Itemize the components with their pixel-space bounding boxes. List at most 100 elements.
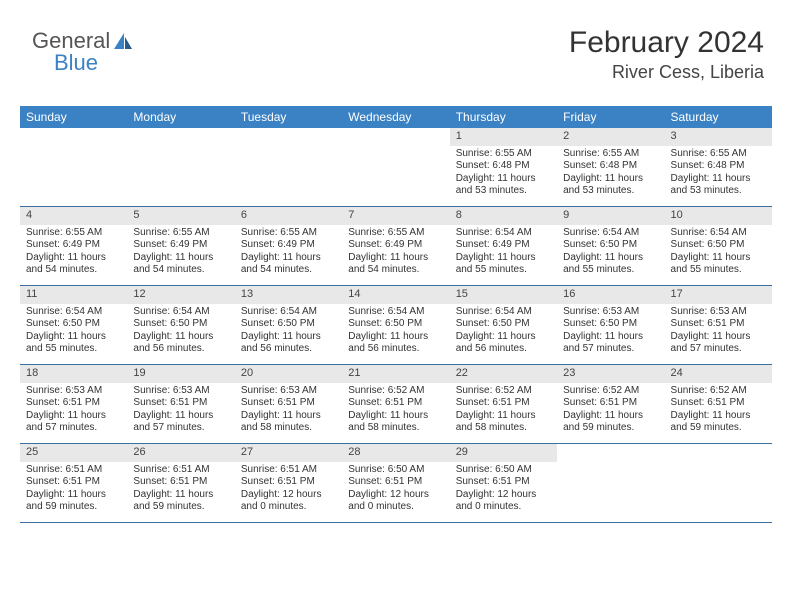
day-cell xyxy=(342,128,449,206)
day-cell: 13Sunrise: 6:54 AMSunset: 6:50 PMDayligh… xyxy=(235,286,342,364)
week-row: 1Sunrise: 6:55 AMSunset: 6:48 PMDaylight… xyxy=(20,128,772,207)
day-line: and 58 minutes. xyxy=(348,422,443,435)
logo-text-blue: Blue xyxy=(54,50,98,76)
day-line: Sunrise: 6:54 AM xyxy=(671,227,766,240)
day-line: Daylight: 11 hours xyxy=(563,331,658,344)
day-number: 6 xyxy=(235,207,342,225)
location-label: River Cess, Liberia xyxy=(569,62,764,83)
day-line: Daylight: 11 hours xyxy=(241,331,336,344)
day-line: and 54 minutes. xyxy=(241,264,336,277)
day-line: Daylight: 11 hours xyxy=(348,410,443,423)
day-cell: 9Sunrise: 6:54 AMSunset: 6:50 PMDaylight… xyxy=(557,207,664,285)
day-line: and 57 minutes. xyxy=(26,422,121,435)
day-line: Sunrise: 6:53 AM xyxy=(133,385,228,398)
day-line: Sunset: 6:51 PM xyxy=(348,397,443,410)
day-number: 16 xyxy=(557,286,664,304)
day-line: Sunrise: 6:55 AM xyxy=(241,227,336,240)
day-line: Daylight: 11 hours xyxy=(671,252,766,265)
day-line: and 54 minutes. xyxy=(133,264,228,277)
day-line: Daylight: 11 hours xyxy=(133,410,228,423)
day-body: Sunrise: 6:51 AMSunset: 6:51 PMDaylight:… xyxy=(20,462,127,518)
day-cell: 20Sunrise: 6:53 AMSunset: 6:51 PMDayligh… xyxy=(235,365,342,443)
day-line: and 59 minutes. xyxy=(26,501,121,514)
day-body: Sunrise: 6:52 AMSunset: 6:51 PMDaylight:… xyxy=(450,383,557,439)
day-line: and 55 minutes. xyxy=(456,264,551,277)
day-line: Daylight: 12 hours xyxy=(456,489,551,502)
day-line: and 59 minutes. xyxy=(671,422,766,435)
day-line: Sunrise: 6:55 AM xyxy=(133,227,228,240)
day-body: Sunrise: 6:50 AMSunset: 6:51 PMDaylight:… xyxy=(342,462,449,518)
day-body: Sunrise: 6:51 AMSunset: 6:51 PMDaylight:… xyxy=(127,462,234,518)
day-number: 9 xyxy=(557,207,664,225)
day-cell: 1Sunrise: 6:55 AMSunset: 6:48 PMDaylight… xyxy=(450,128,557,206)
week-row: 18Sunrise: 6:53 AMSunset: 6:51 PMDayligh… xyxy=(20,365,772,444)
day-cell xyxy=(235,128,342,206)
day-cell: 22Sunrise: 6:52 AMSunset: 6:51 PMDayligh… xyxy=(450,365,557,443)
day-line: and 57 minutes. xyxy=(671,343,766,356)
day-number xyxy=(342,128,449,146)
day-line: and 0 minutes. xyxy=(241,501,336,514)
weekday-header-row: SundayMondayTuesdayWednesdayThursdayFrid… xyxy=(20,106,772,128)
day-line: Sunrise: 6:54 AM xyxy=(26,306,121,319)
logo-sail-icon xyxy=(112,31,136,51)
day-number: 11 xyxy=(20,286,127,304)
day-number: 3 xyxy=(665,128,772,146)
day-cell: 4Sunrise: 6:55 AMSunset: 6:49 PMDaylight… xyxy=(20,207,127,285)
day-number xyxy=(557,444,664,462)
day-number: 28 xyxy=(342,444,449,462)
day-line: Sunset: 6:50 PM xyxy=(563,239,658,252)
day-body: Sunrise: 6:54 AMSunset: 6:50 PMDaylight:… xyxy=(342,304,449,360)
day-line: and 56 minutes. xyxy=(456,343,551,356)
day-line: Daylight: 11 hours xyxy=(133,489,228,502)
day-line: Sunrise: 6:54 AM xyxy=(133,306,228,319)
day-line: and 59 minutes. xyxy=(133,501,228,514)
day-body xyxy=(557,462,664,468)
day-cell: 12Sunrise: 6:54 AMSunset: 6:50 PMDayligh… xyxy=(127,286,234,364)
day-line: Sunrise: 6:52 AM xyxy=(456,385,551,398)
day-line: and 0 minutes. xyxy=(348,501,443,514)
day-line: Sunset: 6:49 PM xyxy=(456,239,551,252)
day-cell: 5Sunrise: 6:55 AMSunset: 6:49 PMDaylight… xyxy=(127,207,234,285)
day-number: 12 xyxy=(127,286,234,304)
week-row: 25Sunrise: 6:51 AMSunset: 6:51 PMDayligh… xyxy=(20,444,772,523)
day-line: Daylight: 11 hours xyxy=(241,410,336,423)
day-line: Daylight: 11 hours xyxy=(563,252,658,265)
day-number: 25 xyxy=(20,444,127,462)
day-number: 8 xyxy=(450,207,557,225)
day-body: Sunrise: 6:53 AMSunset: 6:51 PMDaylight:… xyxy=(235,383,342,439)
day-line: Daylight: 11 hours xyxy=(456,410,551,423)
day-number: 18 xyxy=(20,365,127,383)
day-line: and 53 minutes. xyxy=(456,185,551,198)
week-row: 11 Sunrise: 6:54 AMSunset: 6:50 PMDayligh… xyxy=(20,286,772,365)
day-cell: 16Sunrise: 6:53 AMSunset: 6:50 PMDayligh… xyxy=(557,286,664,364)
calendar: SundayMondayTuesdayWednesdayThursdayFrid… xyxy=(20,106,772,523)
day-line: and 55 minutes. xyxy=(563,264,658,277)
day-number: 7 xyxy=(342,207,449,225)
day-line: Sunrise: 6:53 AM xyxy=(563,306,658,319)
day-body: Sunrise: 6:55 AMSunset: 6:49 PMDaylight:… xyxy=(20,225,127,281)
day-number: 15 xyxy=(450,286,557,304)
day-body: Sunrise: 6:51 AMSunset: 6:51 PMDaylight:… xyxy=(235,462,342,518)
day-number: 24 xyxy=(665,365,772,383)
day-line: and 57 minutes. xyxy=(133,422,228,435)
day-cell: 3Sunrise: 6:55 AMSunset: 6:48 PMDaylight… xyxy=(665,128,772,206)
calendar-body: 1Sunrise: 6:55 AMSunset: 6:48 PMDaylight… xyxy=(20,128,772,523)
day-line: and 58 minutes. xyxy=(241,422,336,435)
day-line: Daylight: 11 hours xyxy=(563,410,658,423)
day-line: Daylight: 11 hours xyxy=(241,252,336,265)
day-line: Sunset: 6:48 PM xyxy=(563,160,658,173)
day-line: Daylight: 11 hours xyxy=(133,331,228,344)
day-line: and 53 minutes. xyxy=(563,185,658,198)
day-line: Sunrise: 6:54 AM xyxy=(348,306,443,319)
day-line: Sunset: 6:51 PM xyxy=(671,397,766,410)
day-line: Sunset: 6:49 PM xyxy=(133,239,228,252)
day-number: 19 xyxy=(127,365,234,383)
day-body: Sunrise: 6:53 AMSunset: 6:51 PMDaylight:… xyxy=(20,383,127,439)
day-cell: 28Sunrise: 6:50 AMSunset: 6:51 PMDayligh… xyxy=(342,444,449,522)
day-number: 26 xyxy=(127,444,234,462)
day-line: Sunrise: 6:54 AM xyxy=(456,306,551,319)
day-body xyxy=(20,146,127,152)
day-line: Sunrise: 6:55 AM xyxy=(671,148,766,161)
day-line: Sunset: 6:51 PM xyxy=(133,397,228,410)
weekday-header: Friday xyxy=(557,106,664,128)
